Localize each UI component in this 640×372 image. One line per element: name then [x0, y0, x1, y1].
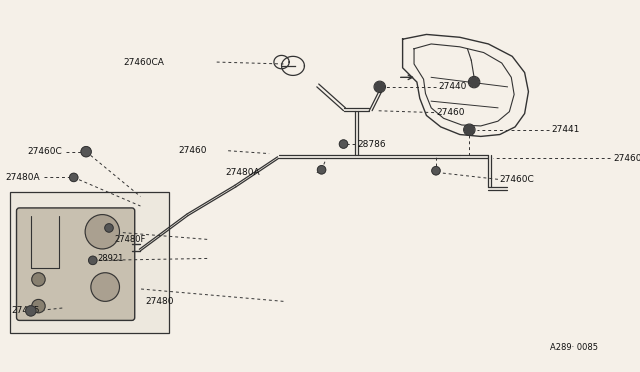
- Text: A289· 0085: A289· 0085: [550, 343, 598, 352]
- Circle shape: [105, 224, 113, 232]
- Circle shape: [318, 166, 325, 174]
- Text: 27480: 27480: [145, 297, 173, 306]
- Circle shape: [375, 82, 385, 92]
- Bar: [10, 192, 169, 333]
- Text: 27441: 27441: [551, 125, 580, 134]
- Text: 27460: 27460: [613, 154, 640, 163]
- Text: 27485: 27485: [12, 307, 40, 315]
- Circle shape: [32, 299, 45, 313]
- Circle shape: [89, 257, 97, 264]
- Text: 27460C: 27460C: [28, 147, 62, 156]
- Text: 27480A: 27480A: [6, 173, 40, 182]
- Circle shape: [465, 125, 474, 135]
- Circle shape: [432, 167, 440, 174]
- Text: 27460C: 27460C: [500, 175, 534, 184]
- Circle shape: [340, 140, 348, 148]
- Text: 27460CA: 27460CA: [124, 58, 164, 67]
- Circle shape: [70, 174, 77, 181]
- Circle shape: [469, 77, 479, 87]
- Circle shape: [91, 273, 120, 301]
- Circle shape: [81, 147, 91, 157]
- Text: 28921: 28921: [97, 254, 124, 263]
- Text: 27460: 27460: [436, 108, 465, 117]
- Circle shape: [32, 273, 45, 286]
- Text: 27440: 27440: [438, 82, 467, 92]
- Circle shape: [85, 215, 120, 249]
- Text: 28786: 28786: [358, 140, 387, 148]
- Text: 27460: 27460: [179, 146, 207, 155]
- Circle shape: [26, 306, 36, 316]
- Text: 27480A: 27480A: [225, 168, 260, 177]
- Text: 27480F: 27480F: [115, 235, 146, 244]
- FancyBboxPatch shape: [17, 208, 135, 320]
